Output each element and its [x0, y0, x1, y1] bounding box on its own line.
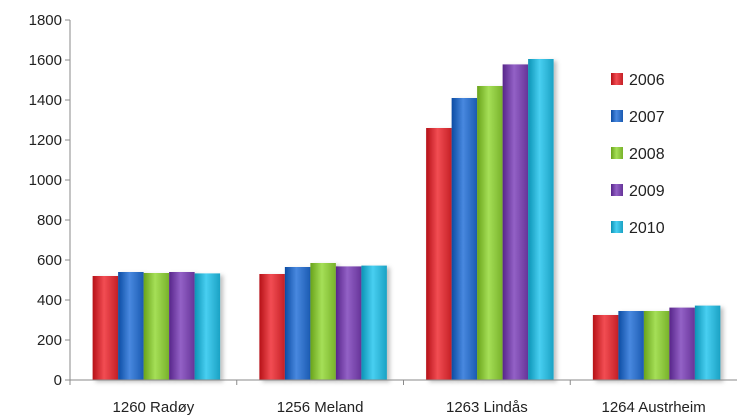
- bars: [92, 59, 721, 381]
- x-axis: 1260 Radøy 1256 Meland 1263 Lindås 1264 Aus…: [69, 379, 737, 416]
- bar-2006-2: [426, 128, 452, 380]
- bar-2006-1: [259, 274, 285, 380]
- bar-2009-0: [169, 272, 195, 380]
- bar-2008-3: [643, 311, 670, 380]
- bar-2007-0: [118, 272, 144, 380]
- legend-swatch-2008: [611, 147, 623, 159]
- legend-label: 2009: [629, 183, 665, 200]
- bar-2010-1: [361, 265, 387, 380]
- bar-2007-1: [284, 267, 311, 380]
- legend-swatch-2007: [611, 110, 623, 122]
- bar-2009-1: [335, 266, 362, 380]
- x-tick-label: 1264 Austrheim: [602, 399, 706, 416]
- y-tick-label: 1400: [29, 92, 62, 109]
- legend: 2006 2007 2008 2009 2010: [611, 72, 665, 237]
- y-tick-label: 1200: [29, 132, 62, 149]
- bar-2007-3: [618, 311, 644, 380]
- x-tick-label: 1260 Radøy: [113, 399, 195, 416]
- y-tick-label: 1800: [29, 12, 62, 29]
- y-tick-label: 600: [37, 252, 62, 269]
- bar-2010-3: [694, 305, 721, 380]
- bar-2010-2: [528, 59, 554, 380]
- legend-swatch-2009: [611, 184, 623, 196]
- legend-label: 2007: [629, 109, 665, 126]
- x-tick-label: 1256 Meland: [277, 399, 364, 416]
- bar-2009-3: [669, 307, 695, 380]
- bar-2008-1: [310, 263, 336, 380]
- legend-label: 2010: [629, 220, 665, 237]
- y-tick-label: 400: [37, 292, 62, 309]
- y-tick-label: 0: [54, 372, 62, 389]
- y-tick-label: 200: [37, 332, 62, 349]
- legend-swatch-2006: [611, 73, 623, 85]
- bar-2006-3: [592, 315, 619, 380]
- legend-label: 2006: [629, 72, 665, 89]
- y-tick-label: 800: [37, 212, 62, 229]
- y-axis: 0 200 400 600 800 1000 1200 1400 1600 1800: [29, 12, 71, 389]
- bar-2008-0: [143, 273, 170, 380]
- y-tick-label: 1000: [29, 172, 62, 189]
- bar-2008-2: [477, 86, 503, 380]
- legend-label: 2008: [629, 146, 665, 163]
- bar-2006-0: [92, 276, 119, 380]
- y-tick-label: 1600: [29, 52, 62, 69]
- bar-2010-0: [194, 273, 221, 380]
- bar-2009-2: [502, 64, 529, 381]
- legend-swatch-2010: [611, 221, 623, 233]
- x-tick-label: 1263 Lindås: [446, 399, 528, 416]
- bar-2007-2: [451, 98, 478, 380]
